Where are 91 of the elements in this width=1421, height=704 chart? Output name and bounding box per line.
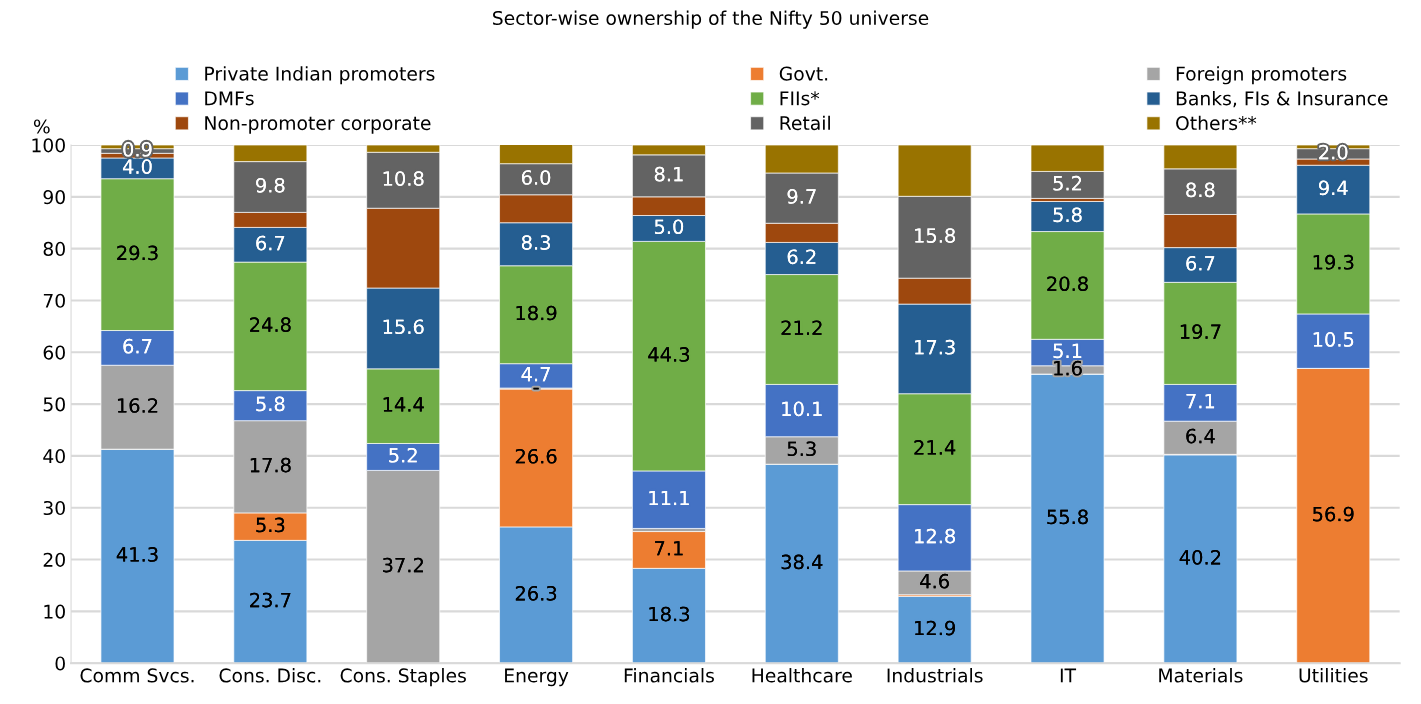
x-tick-label: Healthcare [752, 668, 852, 683]
y-tick-label: 30 [43, 500, 65, 516]
data-label: 10.5 [1313, 332, 1354, 347]
data-label: 44.3 [648, 347, 690, 362]
data-label: 23.7 [250, 592, 291, 608]
data-label: 19.3 [1313, 254, 1354, 270]
y-tick-label: 20 [43, 552, 65, 567]
x-tick-label: IT [1060, 668, 1077, 683]
data-label: 20.8 [1047, 276, 1088, 292]
data-label: 4.0 [122, 159, 152, 174]
data-label: 10.8 [383, 171, 424, 186]
data-label: 11.1 [649, 490, 689, 506]
data-label: 19.7 [1180, 324, 1221, 340]
data-label: 7.1 [655, 541, 683, 556]
y-tick-label: 80 [43, 241, 65, 257]
x-tick-label: Materials [1159, 668, 1243, 683]
data-label: 5.1 [1053, 343, 1082, 359]
y-tick-label: 0 [55, 656, 65, 671]
y-axis-title: % [33, 119, 50, 134]
data-label: 6.7 [256, 235, 285, 251]
data-label: 15.6 [383, 319, 424, 335]
data-label: 6.4 [1186, 428, 1215, 444]
legend-label: Non-promoter corporate [205, 116, 431, 134]
y-tick-label: 10 [44, 604, 65, 619]
legend-label: Private Indian promoters [205, 66, 435, 85]
data-label: 6.0 [521, 170, 551, 185]
data-label: 38.4 [781, 554, 823, 570]
y-tick-label: 100 [32, 138, 65, 153]
data-label: 21.4 [914, 440, 956, 455]
data-label: 8.8 [1186, 182, 1215, 198]
data-label: 10.1 [782, 401, 822, 417]
data-label: 5.2 [389, 447, 417, 463]
data-label: 8.1 [654, 166, 683, 182]
data-label: 12.9 [915, 620, 955, 636]
x-tick-label: Industrials [887, 668, 983, 683]
legend-label: Banks, FIs & Insurance [1176, 90, 1388, 108]
data-label: 15.8 [915, 228, 955, 243]
data-label: 17.8 [250, 457, 291, 473]
y-tick-label: 60 [43, 345, 65, 360]
data-label: 5.3 [256, 517, 285, 533]
data-label: 55.8 [1047, 509, 1088, 525]
legend-label: Foreign promoters [1176, 66, 1347, 85]
y-tick-label: 70 [43, 293, 65, 308]
y-tick-label: 40 [43, 449, 65, 464]
x-tick-label: Energy [505, 668, 569, 687]
data-label: 5.3 [787, 441, 816, 457]
data-label: 5.8 [1053, 207, 1082, 223]
data-label: 56.9 [1313, 506, 1354, 522]
data-label: 41.3 [116, 547, 158, 562]
x-tick-label: Cons. Disc. [219, 668, 321, 683]
legend-label: Retail [780, 115, 830, 131]
legend-label: Govt. [779, 66, 828, 81]
x-tick-label: Comm Svcs. [80, 668, 194, 683]
data-label: 9.8 [256, 177, 285, 193]
x-tick-label: Financials [624, 668, 714, 683]
y-tick-label: 90 [43, 190, 65, 205]
data-label: 4.6 [920, 573, 949, 589]
data-label: 14.4 [383, 397, 424, 412]
x-tick-label: Utilities [1299, 668, 1368, 683]
data-label: 9.7 [787, 189, 816, 204]
data-label: 24.8 [250, 317, 291, 333]
data-label: 7.1 [1186, 393, 1215, 409]
data-label: 29.3 [117, 245, 158, 261]
data-label: 18.3 [649, 606, 690, 622]
data-label: 5.0 [654, 219, 684, 235]
data-label: 37.2 [383, 557, 423, 573]
data-label: 18.9 [516, 305, 557, 321]
data-label: 26.6 [515, 448, 557, 464]
data-label: 16.2 [117, 398, 158, 413]
legend-label: FIIs* [780, 91, 820, 106]
data-label: 5.2 [1053, 175, 1082, 191]
y-tick-label: 50 [43, 397, 65, 412]
data-label: 17.3 [915, 339, 955, 355]
x-tick-label: Cons. Staples [340, 668, 466, 687]
data-label: 6.7 [123, 338, 152, 354]
data-label: 26.3 [515, 585, 557, 601]
legend-label: Others** [1176, 115, 1257, 131]
data-label: 12.8 [915, 528, 955, 544]
data-label: - [533, 387, 539, 390]
data-label: 5.8 [256, 396, 285, 412]
data-label: 9.4 [1319, 180, 1348, 196]
data-label: 4.7 [521, 367, 550, 382]
data-label: 8.3 [521, 235, 550, 250]
data-label: 40.2 [1179, 549, 1221, 565]
legend-label: DMFs [205, 91, 254, 106]
chart-title: Sector-wise ownership of the Nifty 50 universe [493, 10, 929, 29]
data-label: 2.0 [1319, 144, 1348, 160]
data-label: 6.2 [787, 249, 816, 265]
data-label: 21.2 [781, 320, 822, 335]
data-label: 6.7 [1186, 255, 1215, 271]
data-label: 1.6 [1054, 360, 1082, 376]
